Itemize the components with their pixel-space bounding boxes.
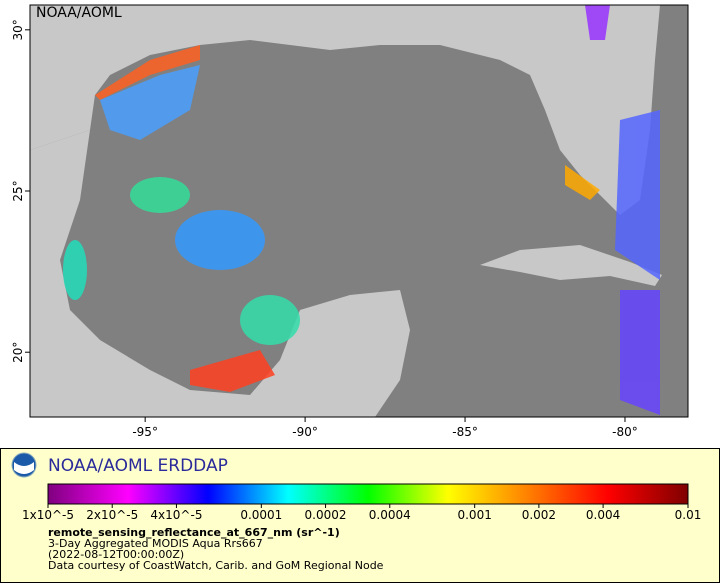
colorbar-tick-label: 2x10^-5 [86, 508, 138, 522]
colorbar-tick-label: 1x10^-5 [22, 508, 74, 522]
noaa-logo-wave [14, 462, 34, 474]
colorbar-tick-label: 0.002 [522, 508, 556, 522]
legend-line: Data courtesy of CoastWatch, Carib. and … [48, 559, 384, 572]
x-tick-label: -80° [612, 425, 638, 439]
colorbar-tick-label: 0.0004 [369, 508, 411, 522]
colorbar-tick-label: 0.001 [457, 508, 491, 522]
colorbar-tick-label: 4x10^-5 [150, 508, 202, 522]
data-swaths [63, 5, 660, 415]
variable-name: remote_sensing_reflectance_at_667_nm (sr… [48, 526, 340, 539]
y-tick-label: 30° [11, 19, 25, 40]
map-frame [29, 4, 689, 418]
colorbar [47, 483, 689, 505]
map-area: NOAA/AOML [30, 5, 688, 417]
watermark: NOAA/AOML [36, 5, 122, 21]
x-tick-label: -85° [452, 425, 478, 439]
colorbar-tick-label: 0.004 [586, 508, 620, 522]
y-tick-label: 25° [11, 180, 25, 201]
legend-line: 3-Day Aggregated MODIS Aqua Rrs667 [48, 537, 263, 550]
land-mexico [30, 130, 410, 417]
y-tick-label: 20° [11, 342, 25, 363]
colorbar-tick-label: 0.01 [675, 508, 702, 522]
legend-title: NOAA/AOML ERDDAP [48, 456, 228, 476]
x-tick-label: -90° [292, 425, 318, 439]
legend-line: (2022-08-12T00:00:00Z) [48, 548, 184, 561]
colorbar-tick-label: 0.0001 [240, 508, 282, 522]
land-cuba [480, 245, 662, 286]
land-north [30, 5, 660, 215]
x-tick-label: -95° [132, 425, 158, 439]
axes: -95° -90° -85° -80° 20° 25° 30° [11, 19, 638, 439]
colorbar-tick-label: 0.0002 [305, 508, 347, 522]
